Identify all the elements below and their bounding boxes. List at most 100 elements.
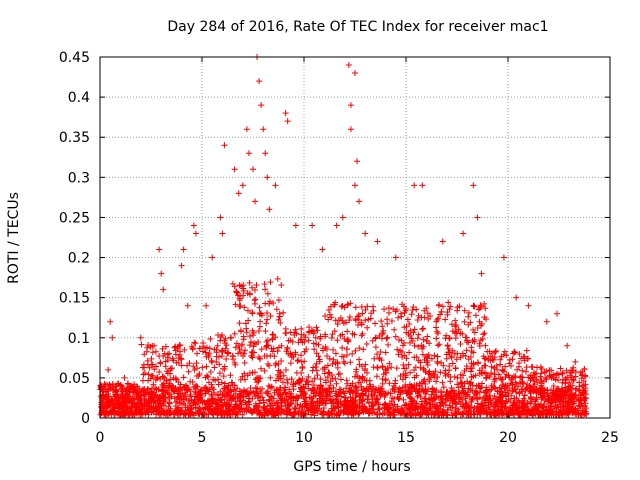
- data-point: [482, 375, 489, 382]
- data-point: [468, 404, 475, 411]
- data-point: [490, 395, 497, 402]
- data-point: [523, 368, 530, 375]
- data-point: [313, 324, 320, 331]
- data-point: [150, 381, 157, 388]
- data-point: [538, 370, 545, 377]
- data-point: [518, 401, 525, 408]
- data-point: [234, 411, 241, 418]
- data-point: [471, 336, 478, 343]
- data-point: [506, 385, 513, 392]
- data-point: [443, 332, 450, 339]
- data-point: [416, 380, 423, 387]
- data-point: [261, 403, 268, 410]
- data-point: [356, 316, 363, 323]
- data-point: [572, 386, 579, 393]
- data-point: [374, 238, 381, 245]
- data-point: [339, 214, 346, 221]
- data-point: [282, 330, 289, 337]
- data-point: [216, 361, 223, 368]
- data-point: [440, 384, 447, 391]
- data-point: [255, 327, 262, 334]
- data-point: [317, 333, 324, 340]
- data-point: [423, 400, 430, 407]
- data-point: [376, 389, 383, 396]
- data-point: [178, 393, 185, 400]
- data-point: [390, 406, 397, 413]
- data-point: [208, 381, 215, 388]
- data-point: [309, 327, 316, 334]
- data-point: [474, 324, 481, 331]
- grid-lines: [100, 57, 610, 418]
- data-point: [286, 386, 293, 393]
- data-point: [519, 407, 526, 414]
- data-point: [132, 409, 139, 416]
- data-point: [399, 410, 406, 417]
- data-point: [437, 369, 444, 376]
- data-point: [232, 398, 239, 405]
- data-point: [257, 318, 264, 325]
- data-point: [234, 393, 241, 400]
- data-point: [471, 329, 478, 336]
- data-point: [385, 341, 392, 348]
- data-point: [319, 411, 326, 418]
- data-point: [160, 373, 167, 380]
- data-point: [411, 374, 418, 381]
- data-point: [236, 303, 243, 310]
- data-point: [463, 363, 470, 370]
- data-point: [299, 385, 306, 392]
- data-point: [352, 394, 359, 401]
- data-point: [314, 384, 321, 391]
- data-point: [317, 376, 324, 383]
- data-point: [474, 214, 481, 221]
- data-point: [146, 402, 153, 409]
- data-point: [343, 385, 350, 392]
- data-point: [478, 320, 485, 327]
- data-point: [176, 351, 183, 358]
- data-point: [400, 361, 407, 368]
- data-point: [398, 313, 405, 320]
- y-tick-label: 0.45: [59, 50, 90, 66]
- data-point: [279, 408, 286, 415]
- data-point: [266, 362, 273, 369]
- plot-frame: [99, 56, 611, 419]
- data-point: [513, 294, 520, 301]
- data-point: [315, 353, 322, 360]
- data-point: [221, 142, 228, 149]
- data-point: [454, 381, 461, 388]
- data-point: [374, 364, 381, 371]
- data-point: [220, 373, 227, 380]
- data-point: [146, 364, 153, 371]
- data-point: [177, 410, 184, 417]
- data-point: [158, 270, 165, 277]
- data-point: [523, 347, 530, 354]
- data-point: [229, 352, 236, 359]
- data-points: [97, 54, 590, 419]
- data-point: [569, 367, 576, 374]
- y-tick-label: 0: [81, 411, 90, 427]
- data-point: [239, 373, 246, 380]
- data-point: [561, 407, 568, 414]
- data-point: [260, 404, 267, 411]
- data-point: [259, 394, 266, 401]
- data-point: [109, 334, 116, 341]
- data-point: [343, 377, 350, 384]
- data-point: [246, 333, 253, 340]
- data-point: [218, 347, 225, 354]
- data-point: [254, 410, 261, 417]
- data-point: [354, 158, 361, 165]
- data-point: [438, 412, 445, 419]
- data-point: [312, 334, 319, 341]
- data-point: [351, 331, 358, 338]
- data-point: [524, 385, 531, 392]
- data-point: [368, 390, 375, 397]
- data-point: [452, 323, 459, 330]
- data-point: [497, 398, 504, 405]
- data-point: [167, 367, 174, 374]
- data-point: [500, 254, 507, 261]
- data-point: [377, 348, 384, 355]
- data-point: [248, 353, 255, 360]
- data-point: [397, 372, 404, 379]
- data-point: [435, 315, 442, 322]
- data-point: [438, 359, 445, 366]
- data-point: [505, 390, 512, 397]
